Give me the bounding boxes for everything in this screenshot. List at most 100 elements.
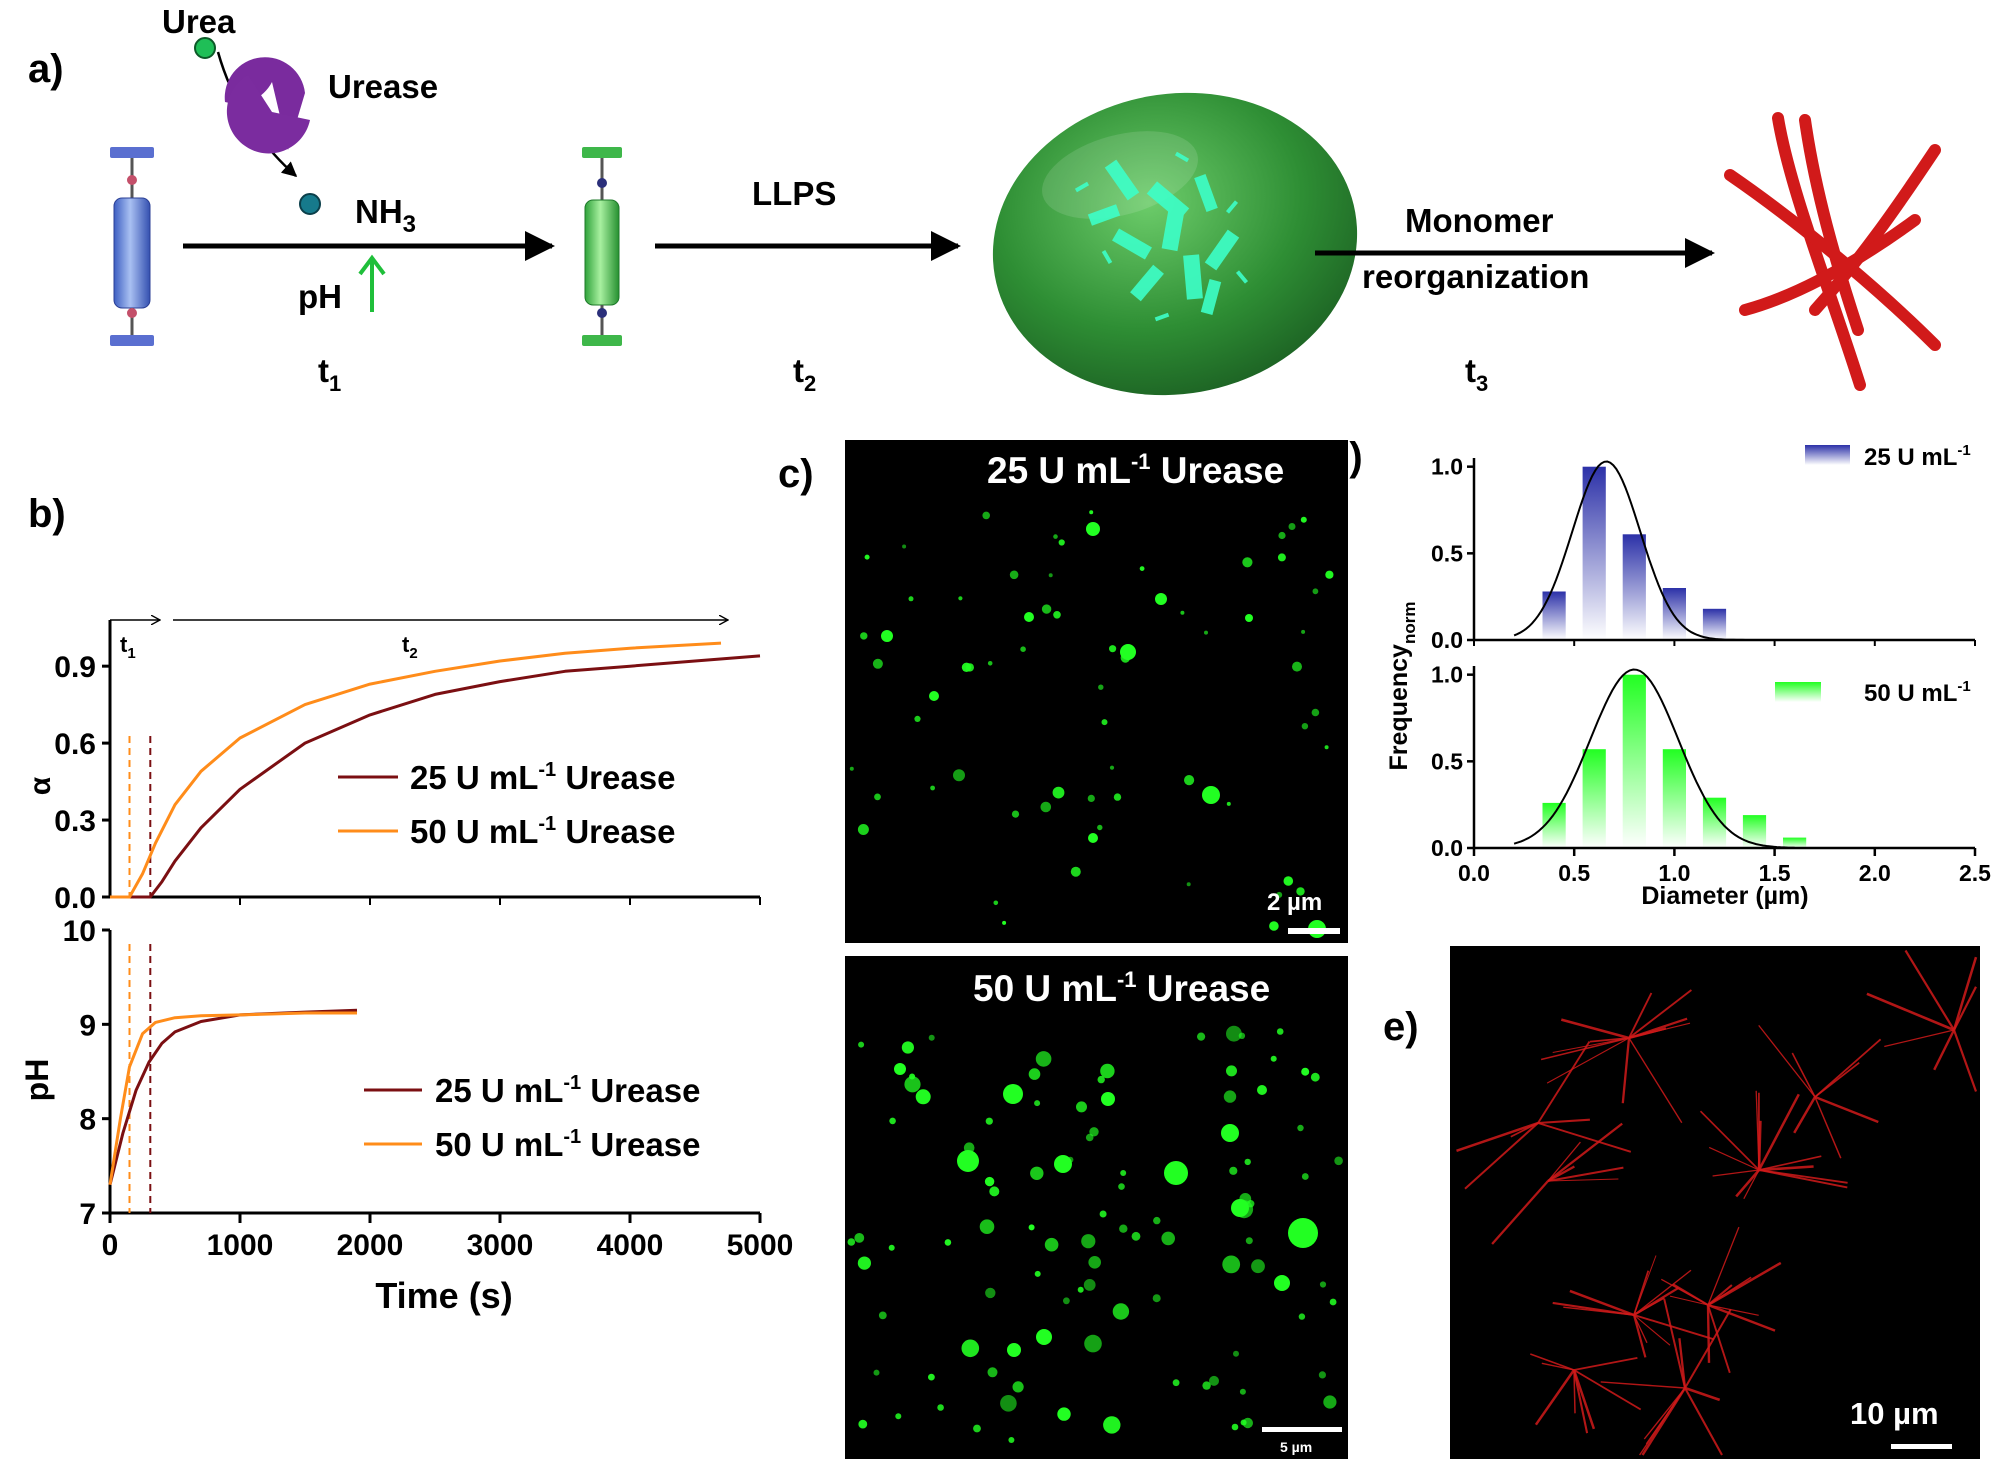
fiber (1633, 1297, 1665, 1316)
fiber (1546, 1037, 1630, 1084)
d-bottom-legend-main: 50 U mL (1864, 680, 1957, 707)
fiber (1707, 1304, 1731, 1374)
droplet (1034, 1100, 1041, 1107)
droplet (1028, 1068, 1041, 1080)
urea-label: Urea (162, 3, 236, 40)
droplet (973, 1424, 981, 1433)
d-ylabel-main: Frequency (1385, 644, 1413, 771)
x-tick-label: 5000 (727, 1229, 794, 1262)
fiber (1684, 1387, 1723, 1456)
droplet (1334, 1156, 1343, 1166)
fiber (1678, 1338, 1687, 1389)
reorganization-label: reorganization (1362, 258, 1589, 295)
droplet (1209, 1375, 1219, 1386)
droplet (1221, 1124, 1239, 1142)
droplet (1002, 920, 1007, 925)
blue-monomer-icon (110, 147, 154, 346)
fiber (1537, 1122, 1632, 1153)
droplet (1296, 887, 1305, 896)
fiber (1621, 1037, 1631, 1104)
d-top-legend: 25 U mL-1 (1805, 442, 1971, 471)
droplet (1008, 1437, 1015, 1443)
x-tick-label: 2000 (337, 1229, 404, 1262)
droplet (1301, 1173, 1309, 1180)
droplet (1041, 604, 1052, 614)
droplet (1077, 1286, 1084, 1293)
fiber (1952, 1029, 1978, 1092)
droplet (1245, 614, 1253, 622)
droplet (1011, 810, 1020, 818)
droplet (1009, 570, 1019, 580)
fiber (1663, 1298, 1686, 1389)
fiber (1884, 1029, 1955, 1048)
droplet (1084, 1334, 1102, 1353)
fiber (1758, 1165, 1814, 1172)
d-bottom-legend-swatch (1775, 682, 1821, 702)
svg-text:25 U mL-1 Urease: 25 U mL-1 Urease (435, 1072, 700, 1109)
fiber (1708, 1146, 1760, 1171)
droplet (1035, 1051, 1052, 1067)
droplets-50-urease (847, 1025, 1343, 1443)
fiber (1560, 1018, 1630, 1040)
droplet (1103, 1416, 1121, 1434)
fiber (1814, 1062, 1860, 1098)
droplet (1085, 1133, 1094, 1142)
droplet (1040, 801, 1052, 813)
droplet (1052, 786, 1065, 799)
svg-text:50 U mL-1 Urease: 50 U mL-1 Urease (435, 1126, 700, 1163)
droplet (889, 1117, 896, 1125)
c-top-title-main: 25 U mL (987, 450, 1131, 491)
droplet (953, 769, 965, 782)
droplet (1118, 1183, 1125, 1190)
c-bottom-title-sup: -1 (1117, 967, 1137, 992)
y-tick-label: 8 (79, 1104, 96, 1137)
monomer-label: Monomer (1405, 202, 1554, 239)
droplet (1226, 1025, 1242, 1042)
droplet (1229, 1166, 1238, 1175)
svg-text:NH3: NH3 (355, 193, 416, 238)
b-top-legend-50-tail: Urease (556, 813, 675, 850)
y-tick-label: 0.3 (54, 805, 96, 838)
c-top-title-sup: -1 (1131, 449, 1151, 474)
droplet (888, 1244, 895, 1251)
fiber-clusters (1456, 949, 1978, 1456)
fiber (1757, 1093, 1800, 1171)
droplet (930, 785, 935, 791)
droplet (1231, 1423, 1239, 1431)
droplet (1245, 1237, 1253, 1245)
droplet (1048, 573, 1053, 578)
droplet (985, 1287, 996, 1299)
x-tick-label: 0 (102, 1229, 119, 1262)
droplet (1202, 1381, 1211, 1390)
y-tick-label: 0.0 (1431, 835, 1463, 861)
ph-up-arrow-icon (358, 254, 386, 312)
droplet (1301, 629, 1306, 634)
svg-text:t2: t2 (402, 632, 418, 662)
fiber (1547, 1178, 1619, 1182)
droplet (984, 1176, 995, 1187)
droplet (928, 1373, 935, 1381)
droplet (1226, 801, 1231, 806)
fiber (1904, 949, 1955, 1031)
droplet (908, 596, 914, 602)
t2-subscript: 2 (804, 371, 816, 396)
fiber (1547, 1141, 1581, 1182)
droplet (1257, 1085, 1267, 1095)
histogram-bar (1582, 749, 1606, 848)
droplet (1204, 630, 1208, 635)
x-tick-label: 4000 (597, 1229, 664, 1262)
droplet (1269, 921, 1279, 931)
ammonia-molecule-icon (299, 193, 321, 215)
fiber (1645, 1387, 1686, 1445)
panel-label-d: d) (1325, 435, 1363, 479)
c-top-scale-bar (1288, 928, 1340, 934)
droplet (1239, 1388, 1246, 1395)
droplet (1164, 1161, 1188, 1185)
droplet (1036, 1329, 1052, 1345)
gaussian-fit-line (1513, 668, 1795, 849)
b-top-legend-25-tail: Urease (556, 759, 675, 796)
droplet (1223, 1090, 1237, 1103)
fiber (1933, 1029, 1956, 1071)
droplet (1325, 570, 1334, 579)
y-tick-label: 1.0 (1431, 454, 1463, 480)
